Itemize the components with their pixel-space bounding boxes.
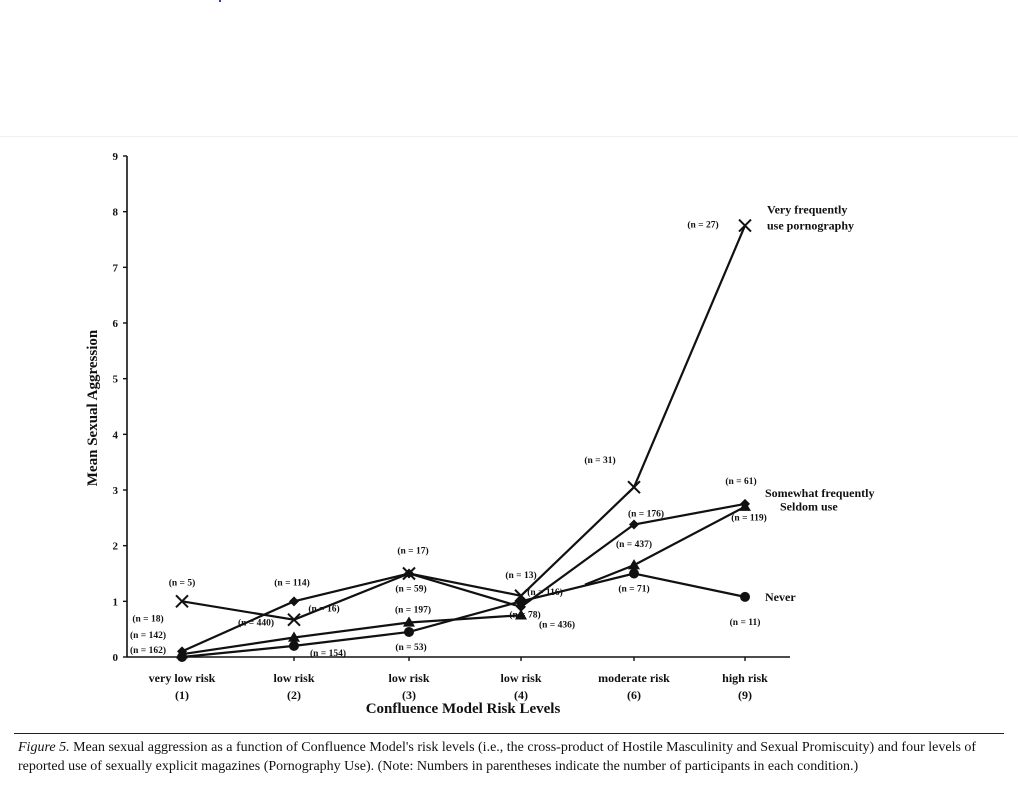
n-label: (n = 142) (130, 630, 166, 641)
circle-marker (404, 626, 414, 637)
x-tick-label: high risk (722, 671, 768, 685)
x-tick-label: low risk (273, 671, 314, 685)
y-tick-label: 0 (113, 652, 119, 664)
x-tick-code: (3) (402, 688, 416, 702)
n-label: (n = 78) (509, 609, 540, 620)
x-marker (738, 218, 752, 233)
n-label: (n = 116) (527, 587, 563, 598)
n-label: (n = 162) (130, 645, 166, 656)
triangle-marker (403, 616, 415, 627)
n-label: (n = 61) (725, 476, 756, 487)
series-line-circle (181, 572, 746, 659)
n-label: (n = 119) (731, 513, 767, 524)
y-tick-label: 3 (113, 485, 119, 497)
n-label: (n = 436) (539, 619, 575, 630)
x-tick-code: (6) (627, 688, 641, 702)
n-label: (n = 197) (395, 604, 431, 615)
n-label: (n = 176) (628, 509, 664, 520)
series-label: Somewhat frequently (765, 486, 874, 500)
chart-axes: 0 1 2 3 4 5 6 7 8 9 very low risk (1) low risk (2) low… (113, 151, 790, 702)
n-label: (n = 16) (308, 604, 339, 615)
x-tick-label: moderate risk (598, 671, 670, 685)
y-tick-label: 2 (113, 541, 119, 553)
triangle-marker (628, 559, 640, 570)
n-label: (n = 154) (310, 648, 346, 659)
n-label: (n = 11) (730, 617, 761, 628)
circle-marker (177, 652, 187, 662)
n-label: (n = 437) (616, 539, 652, 550)
x-marker (175, 594, 189, 609)
n-label: (n = 13) (505, 570, 536, 581)
n-label: (n = 27) (687, 220, 718, 231)
x-tick-code: (1) (175, 688, 189, 702)
series-label: Seldom use (780, 500, 838, 514)
y-tick-label: 6 (113, 318, 119, 330)
line-chart: 0 1 2 3 4 5 6 7 8 9 very low risk (1) low risk (2) low… (85, 151, 874, 717)
series-line-diamond (181, 502, 746, 653)
x-marker (287, 612, 301, 627)
series-line-triangle (181, 505, 746, 656)
series-label: Very frequently (767, 203, 847, 217)
page-divider (0, 136, 1018, 137)
y-tick-label: 9 (113, 151, 119, 163)
triangle-marker (515, 609, 527, 620)
stray-dot (219, 0, 221, 2)
n-label: (n = 17) (397, 546, 428, 557)
n-label: (n = 18) (132, 613, 163, 624)
x-tick-label: low risk (500, 671, 541, 685)
x-marker (627, 480, 641, 494)
x-tick-code: (4) (514, 688, 528, 702)
n-label: (n = 53) (395, 642, 426, 653)
diamond-marker (629, 519, 639, 530)
circle-marker (740, 591, 750, 602)
caption-rule (14, 733, 1004, 734)
x-axis-label: Confluence Model Risk Levels (366, 701, 561, 717)
diamond-marker (404, 568, 414, 579)
x-tick-label: low risk (388, 671, 429, 685)
n-label: (n = 5) (169, 577, 196, 588)
chart-series-labels: Very frequently use pornography Somewhat f… (765, 203, 874, 604)
series-line-x (181, 225, 747, 621)
top-blank-area (0, 0, 1018, 136)
caption-text: Mean sexual aggression as a function of … (18, 740, 977, 774)
x-tick-code: (2) (287, 688, 301, 702)
x-tick-code: (9) (738, 688, 752, 702)
triangle-marker (288, 631, 300, 642)
diamond-marker (289, 596, 299, 607)
y-tick-label: 1 (113, 596, 119, 608)
y-tick-label: 4 (113, 429, 119, 441)
n-label: (n = 59) (395, 584, 426, 595)
n-label: (n = 71) (618, 584, 649, 595)
chart-markers (175, 218, 752, 662)
y-tick-label: 5 (113, 374, 119, 386)
triangle-marker (739, 500, 751, 511)
y-tick-label: 8 (113, 207, 119, 219)
n-label: (n = 31) (584, 455, 615, 466)
series-label: Never (765, 590, 796, 604)
y-axis-label: Mean Sexual Aggression (85, 329, 101, 486)
figure-caption: Figure 5. Mean sexual aggression as a fu… (18, 738, 1008, 776)
chart-n-labels: (n = 5) (n = 16) (n = 17) (n = 13) (n = 31) (… (130, 220, 767, 659)
circle-marker (289, 640, 299, 651)
circle-marker (629, 568, 639, 579)
x-tick-label: very low risk (149, 671, 216, 685)
n-label: (n = 114) (274, 577, 310, 588)
n-label: (n = 440) (238, 618, 274, 629)
chart-lines (181, 225, 747, 659)
y-tick-label: 7 (113, 262, 119, 274)
caption-lead: Figure 5. (18, 740, 70, 755)
circle-marker (516, 596, 526, 607)
series-label: use pornography (767, 219, 854, 233)
